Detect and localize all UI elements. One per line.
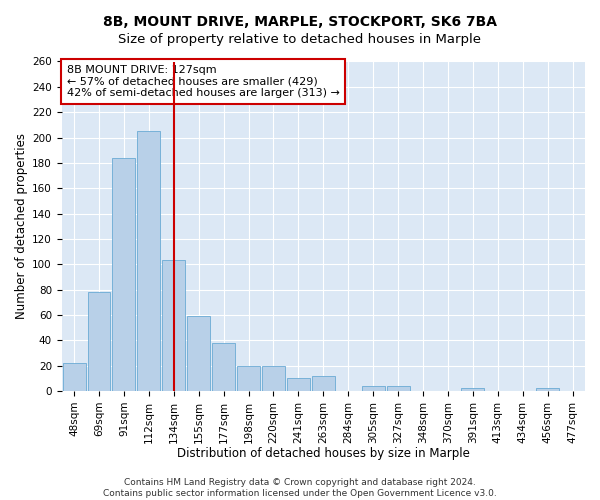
Text: 8B MOUNT DRIVE: 127sqm
← 57% of detached houses are smaller (429)
42% of semi-de: 8B MOUNT DRIVE: 127sqm ← 57% of detached… — [67, 65, 340, 98]
Bar — [88, 292, 110, 391]
Bar — [187, 316, 210, 391]
Bar — [237, 366, 260, 391]
Text: 8B, MOUNT DRIVE, MARPLE, STOCKPORT, SK6 7BA: 8B, MOUNT DRIVE, MARPLE, STOCKPORT, SK6 … — [103, 15, 497, 29]
Bar — [137, 131, 160, 391]
Bar — [163, 260, 185, 391]
X-axis label: Distribution of detached houses by size in Marple: Distribution of detached houses by size … — [177, 447, 470, 460]
Bar — [362, 386, 385, 391]
Bar — [386, 386, 410, 391]
Bar — [312, 376, 335, 391]
Bar — [112, 158, 136, 391]
Text: Size of property relative to detached houses in Marple: Size of property relative to detached ho… — [119, 32, 482, 46]
Bar — [287, 378, 310, 391]
Bar — [262, 366, 285, 391]
Text: Contains HM Land Registry data © Crown copyright and database right 2024.
Contai: Contains HM Land Registry data © Crown c… — [103, 478, 497, 498]
Y-axis label: Number of detached properties: Number of detached properties — [15, 133, 28, 319]
Bar — [62, 363, 86, 391]
Bar — [461, 388, 484, 391]
Bar — [212, 343, 235, 391]
Bar — [536, 388, 559, 391]
